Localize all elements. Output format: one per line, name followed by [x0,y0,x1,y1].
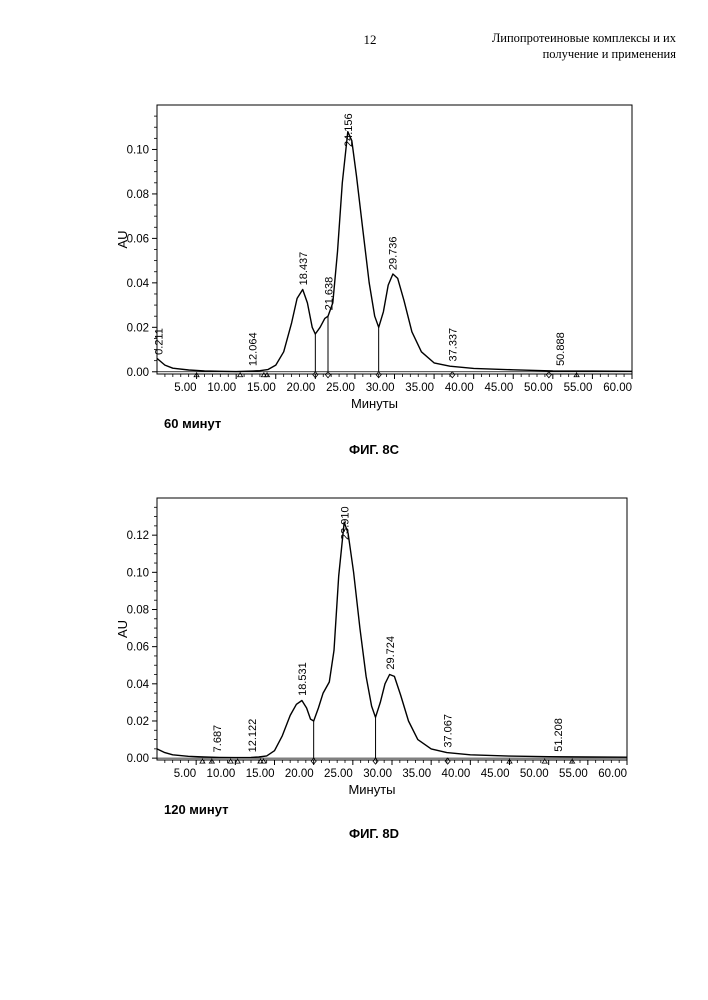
peak-retention-label: 12.064 [248,332,260,366]
x-tick-label: 55.00 [564,382,593,394]
x-tick-label: 25.00 [324,768,353,780]
peak-retention-label: 50.888 [555,332,567,366]
x-tick-label: 10.00 [207,768,236,780]
baseline-marker-diamond [326,372,331,378]
y-axis-title: AU [115,230,130,248]
peak-retention-label: 37.337 [448,328,460,362]
x-axis-title: Минуты [348,782,395,797]
peak-retention-label: 37.067 [442,714,454,748]
peak-retention-label: 51.208 [553,718,565,752]
chromatogram-8d: 0.00 0.02 0.04 0.06 0.08 0.10 0.12 5.00 10.00 15.… [0,488,708,808]
y-axis-title: AU [115,620,130,638]
panel-label-60-min: 60 минут [164,416,221,431]
x-tick-label: 45.00 [484,382,513,394]
x-tick-label: 30.00 [366,382,395,394]
x-tick-label: 35.00 [405,382,434,394]
peak-retention-label: 21.638 [323,277,335,311]
x-tick-label: 40.00 [442,768,471,780]
peak-retention-label: 29.736 [387,236,399,270]
y-tick-label: 0.08 [127,189,149,201]
peak-retention-label: 18.531 [297,662,309,696]
peak-retention-label: 24.156 [343,113,355,147]
chromatogram-8c: 0.000.020.040.060.080.105.0010.0015.0020… [0,90,708,420]
x-tick-label: 60.00 [603,382,632,394]
y-tick-label: 0.02 [127,322,149,334]
x-tick-label: 55.00 [559,768,588,780]
y-tick-label: 0.10 [127,567,149,579]
baseline-marker-diamond [373,758,378,764]
figure-caption-8d: ФИГ. 8D [274,826,474,841]
x-tick-label: 60.00 [598,768,627,780]
y-tick-label: 0.12 [127,530,149,542]
y-tick-label: 0.06 [127,642,149,654]
x-tick-label: 45.00 [481,768,510,780]
x-tick-label: 15.00 [247,382,276,394]
y-tick-label: 0.04 [127,278,150,290]
x-tick-label: 10.00 [207,382,236,394]
x-tick-label: 50.00 [524,382,553,394]
baseline-marker-diamond [450,372,455,378]
x-axis-title: Минуты [351,396,398,411]
running-title: Липопротеиновые комплексы и их получение… [430,30,676,62]
x-tick-label: 50.00 [520,768,549,780]
peak-retention-label: 23.910 [339,506,351,540]
baseline-marker-triangle [238,373,243,377]
figure-caption-8c: ФИГ. 8C [274,442,474,457]
x-tick-label: 15.00 [246,768,275,780]
baseline-marker-diamond [546,372,551,378]
x-tick-label: 40.00 [445,382,474,394]
y-tick-label: 0.02 [127,716,149,728]
x-tick-label: 30.00 [363,768,392,780]
y-tick-label: 0.00 [127,367,149,379]
baseline-marker-diamond [445,758,450,764]
running-title-line-1: Липопротеиновые комплексы и их [430,30,676,46]
running-title-line-2: получение и применения [430,46,676,62]
panel-label-120-min: 120 минут [164,802,229,817]
x-tick-label: 20.00 [287,382,316,394]
y-tick-label: 0.10 [127,144,149,156]
x-tick-label: 5.00 [174,382,196,394]
peak-retention-label: 7.687 [212,725,224,753]
y-tick-label: 0.04 [127,679,150,691]
peak-retention-label: 29.724 [385,636,397,670]
x-tick-label: 25.00 [326,382,355,394]
x-tick-label: 20.00 [285,768,314,780]
peak-retention-label: 18.437 [298,252,310,286]
x-tick-label: 35.00 [402,768,431,780]
page-number: 12 [340,32,400,48]
x-tick-label: 5.00 [174,768,196,780]
peak-retention-label: 12.122 [247,719,259,753]
y-tick-label: 0.00 [127,753,149,765]
y-tick-label: 0.08 [127,604,149,616]
peak-retention-label: 0.211 [154,328,166,355]
